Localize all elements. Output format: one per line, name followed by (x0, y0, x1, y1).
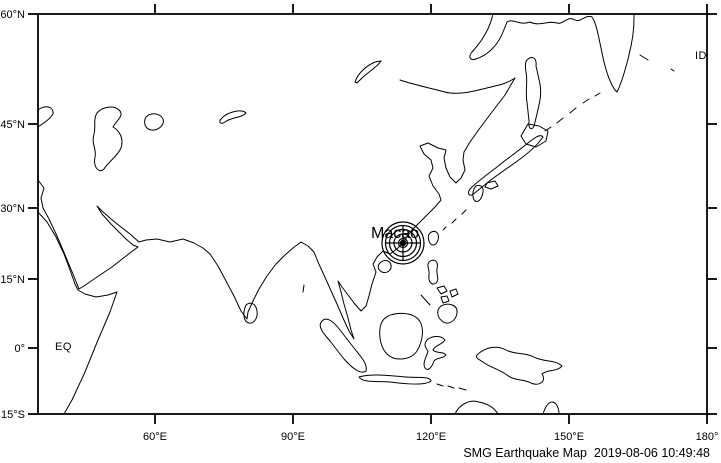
coastline-lake-baikal (354, 60, 382, 84)
coastline-sri-lanka (243, 302, 258, 324)
lat-label-30n: 30°N (0, 203, 25, 215)
coastline-borneo (379, 312, 423, 360)
coastline-asia-mainland (37, 77, 516, 340)
footer-caption: SMG Earthquake Map 2019-08-06 10:49:48 (463, 446, 710, 460)
lon-label-90e: 90°E (281, 431, 305, 443)
lat-label-45n: 45°N (0, 119, 25, 131)
coastline-black-sea (37, 106, 54, 128)
coastline-palawan (420, 294, 431, 306)
lon-label-150e: 150°E (554, 431, 584, 443)
coastline-commander-islands (639, 54, 675, 72)
longitude-labels: 60°E 90°E 120°E 150°E 180° (143, 431, 718, 443)
lon-label-120e: 120°E (416, 431, 446, 443)
coastline-lesser-sunda (436, 383, 467, 391)
coastline-kamchatka (469, 13, 635, 93)
epicenter-marker (381, 221, 425, 265)
coastline-kuril-islands (544, 92, 601, 132)
coastline-caspian-sea (92, 106, 123, 172)
lat-label-15s: 15°S (1, 409, 25, 421)
map-frame (37, 13, 708, 415)
coastline-hainan (377, 260, 392, 273)
coastline-visayas (436, 285, 459, 304)
coastline-hokkaido (520, 123, 549, 148)
coastline-sumatra (319, 318, 367, 373)
coastline-sulawesi (423, 336, 447, 370)
coastlines (37, 13, 675, 415)
coastline-luzon (427, 259, 439, 285)
latitude-labels: 60°N 45°N 30°N 15°N 0° 15°S (0, 9, 25, 421)
lat-label-0: 0° (14, 343, 25, 355)
coastline-new-guinea (475, 346, 563, 385)
longitude-ticks (154, 4, 708, 424)
lon-label-60e: 60°E (143, 431, 167, 443)
latitude-ticks (28, 13, 717, 415)
dateline-label: ID (695, 50, 707, 62)
coastline-africa (37, 211, 118, 415)
coastline-mindanao (437, 303, 458, 324)
lat-label-15n: 15°N (0, 274, 25, 286)
coastline-ryukyu-islands (442, 209, 467, 231)
coastline-lake-balkhash (219, 110, 247, 124)
coastline-java (358, 374, 432, 385)
coastline-shikoku (484, 180, 499, 190)
epicenter-label: Macao (371, 225, 419, 242)
coastline-sakhalin (524, 57, 542, 130)
lon-label-180: 180° (696, 431, 719, 443)
coastline-honshu (468, 135, 544, 196)
epicenter-dot (399, 239, 407, 247)
coastline-aral-sea (144, 113, 164, 131)
equator-label: EQ (55, 341, 72, 353)
coastline-australia (454, 400, 560, 415)
lat-label-60n: 60°N (0, 9, 25, 21)
coastline-andaman-islands (302, 284, 305, 293)
coastline-kyushu (472, 184, 484, 202)
coastline-taiwan (427, 230, 439, 246)
